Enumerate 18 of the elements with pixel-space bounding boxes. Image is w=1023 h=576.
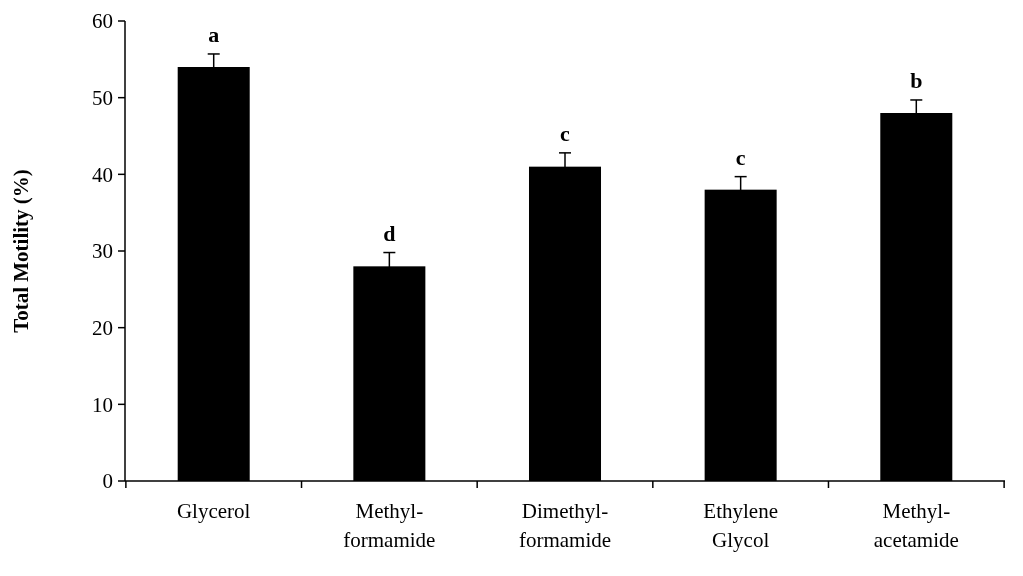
annotation: b [910,67,923,93]
y-axis-title: Total Motility (%) [9,169,33,333]
y-tick-label: 20 [92,316,113,341]
annotation: c [735,144,746,170]
y-tick-label: 40 [92,162,113,187]
annotation: a [208,21,220,47]
x-tick-label: Ethylene Glycol [703,499,778,552]
annotation: d [383,220,396,246]
x-tick-label: Dimethyl- formamide [518,499,612,552]
y-tick-label: 50 [92,86,113,111]
annotation: c [560,120,571,146]
x-tick-label: Methyl- acetamide [873,499,959,552]
y-tick-label: 10 [92,392,113,417]
y-tick-label: 30 [92,239,113,264]
y-tick-label: 0 [102,469,113,494]
y-tick-label: 60 [92,9,113,34]
x-tick-label: Glycerol [176,499,251,523]
x-tick-label: Methyl- formamide [343,499,436,552]
